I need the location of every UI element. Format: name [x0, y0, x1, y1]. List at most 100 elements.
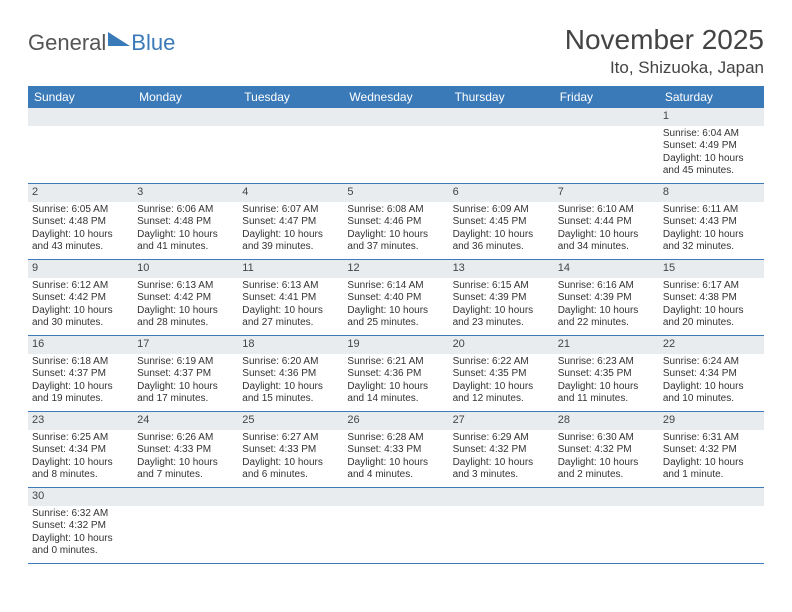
sunset-line: Sunset: 4:36 PM — [347, 368, 444, 381]
day-number: 3 — [133, 184, 238, 202]
day-number: 27 — [449, 412, 554, 430]
daylight-line: Daylight: 10 hours and 1 minute. — [663, 457, 760, 482]
calendar-cell — [554, 488, 659, 564]
sunset-line: Sunset: 4:46 PM — [347, 216, 444, 229]
daylight-line: Daylight: 10 hours and 22 minutes. — [558, 305, 655, 330]
sunset-line: Sunset: 4:32 PM — [663, 444, 760, 457]
daylight-line: Daylight: 10 hours and 34 minutes. — [558, 229, 655, 254]
dayname-saturday: Saturday — [659, 86, 764, 108]
sunset-line: Sunset: 4:34 PM — [32, 444, 129, 457]
day-details: Sunrise: 6:31 AMSunset: 4:32 PMDaylight:… — [659, 430, 764, 486]
calendar-cell — [238, 488, 343, 564]
calendar-cell: 15Sunrise: 6:17 AMSunset: 4:38 PMDayligh… — [659, 260, 764, 336]
sunrise-line: Sunrise: 6:17 AM — [663, 280, 760, 293]
calendar-cell: 6Sunrise: 6:09 AMSunset: 4:45 PMDaylight… — [449, 184, 554, 260]
sunrise-line: Sunrise: 6:16 AM — [558, 280, 655, 293]
calendar-cell: 28Sunrise: 6:30 AMSunset: 4:32 PMDayligh… — [554, 412, 659, 488]
calendar-cell — [343, 108, 448, 184]
calendar-cell — [238, 108, 343, 184]
day-number-empty — [343, 488, 448, 506]
sunrise-line: Sunrise: 6:21 AM — [347, 356, 444, 369]
dayname-thursday: Thursday — [449, 86, 554, 108]
day-number: 30 — [28, 488, 133, 506]
sunset-line: Sunset: 4:44 PM — [558, 216, 655, 229]
day-details: Sunrise: 6:21 AMSunset: 4:36 PMDaylight:… — [343, 354, 448, 410]
sunset-line: Sunset: 4:48 PM — [137, 216, 234, 229]
sunset-line: Sunset: 4:47 PM — [242, 216, 339, 229]
daylight-line: Daylight: 10 hours and 11 minutes. — [558, 381, 655, 406]
day-number: 28 — [554, 412, 659, 430]
daylight-line: Daylight: 10 hours and 37 minutes. — [347, 229, 444, 254]
calendar-cell: 11Sunrise: 6:13 AMSunset: 4:41 PMDayligh… — [238, 260, 343, 336]
sunrise-line: Sunrise: 6:28 AM — [347, 432, 444, 445]
day-number-empty — [238, 108, 343, 126]
day-number: 25 — [238, 412, 343, 430]
day-details: Sunrise: 6:32 AMSunset: 4:32 PMDaylight:… — [28, 506, 133, 562]
sunrise-line: Sunrise: 6:24 AM — [663, 356, 760, 369]
dayname-sunday: Sunday — [28, 86, 133, 108]
sunrise-line: Sunrise: 6:11 AM — [663, 204, 760, 217]
sunset-line: Sunset: 4:45 PM — [453, 216, 550, 229]
daylight-line: Daylight: 10 hours and 27 minutes. — [242, 305, 339, 330]
sunrise-line: Sunrise: 6:05 AM — [32, 204, 129, 217]
day-number: 22 — [659, 336, 764, 354]
sunrise-line: Sunrise: 6:15 AM — [453, 280, 550, 293]
day-details: Sunrise: 6:29 AMSunset: 4:32 PMDaylight:… — [449, 430, 554, 486]
day-number: 4 — [238, 184, 343, 202]
calendar-header-row: Sunday Monday Tuesday Wednesday Thursday… — [28, 86, 764, 108]
location-label: Ito, Shizuoka, Japan — [565, 58, 764, 78]
calendar-cell: 7 Sunrise: 6:10 AMSunset: 4:44 PMDaylight… — [554, 184, 659, 260]
sunset-line: Sunset: 4:32 PM — [453, 444, 550, 457]
calendar-cell: 29Sunrise: 6:31 AMSunset: 4:32 PMDayligh… — [659, 412, 764, 488]
day-number: 10 — [133, 260, 238, 278]
sunrise-line: Sunrise: 6:08 AM — [347, 204, 444, 217]
calendar-cell — [449, 108, 554, 184]
day-details: Sunrise: 6:12 AMSunset: 4:42 PMDaylight:… — [28, 278, 133, 334]
day-number: 1 — [659, 108, 764, 126]
day-number: 17 — [133, 336, 238, 354]
daylight-line: Daylight: 10 hours and 10 minutes. — [663, 381, 760, 406]
sunrise-line: Sunrise: 6:27 AM — [242, 432, 339, 445]
calendar-cell: 17Sunrise: 6:19 AMSunset: 4:37 PMDayligh… — [133, 336, 238, 412]
daylight-line: Daylight: 10 hours and 45 minutes. — [663, 153, 760, 178]
daylight-line: Daylight: 10 hours and 8 minutes. — [32, 457, 129, 482]
sunset-line: Sunset: 4:37 PM — [32, 368, 129, 381]
day-details: Sunrise: 6:17 AMSunset: 4:38 PMDaylight:… — [659, 278, 764, 334]
daylight-line: Daylight: 10 hours and 32 minutes. — [663, 229, 760, 254]
day-details: Sunrise: 6:22 AMSunset: 4:35 PMDaylight:… — [449, 354, 554, 410]
sunrise-line: Sunrise: 6:20 AM — [242, 356, 339, 369]
logo: General Blue — [28, 30, 175, 56]
sunrise-line: Sunrise: 6:04 AM — [663, 128, 760, 141]
daylight-line: Daylight: 10 hours and 12 minutes. — [453, 381, 550, 406]
day-number: 11 — [238, 260, 343, 278]
day-number-empty — [238, 488, 343, 506]
daylight-line: Daylight: 10 hours and 4 minutes. — [347, 457, 444, 482]
day-number-empty — [28, 108, 133, 126]
calendar-cell: 12Sunrise: 6:14 AMSunset: 4:40 PMDayligh… — [343, 260, 448, 336]
sunset-line: Sunset: 4:37 PM — [137, 368, 234, 381]
day-number: 7 — [554, 184, 659, 202]
logo-text-general: General — [28, 30, 106, 56]
calendar-cell: 20Sunrise: 6:22 AMSunset: 4:35 PMDayligh… — [449, 336, 554, 412]
logo-triangle-icon — [108, 32, 130, 46]
dayname-friday: Friday — [554, 86, 659, 108]
day-number: 20 — [449, 336, 554, 354]
day-details: Sunrise: 6:13 AMSunset: 4:41 PMDaylight:… — [238, 278, 343, 334]
calendar-cell — [659, 488, 764, 564]
daylight-line: Daylight: 10 hours and 25 minutes. — [347, 305, 444, 330]
daylight-line: Daylight: 10 hours and 3 minutes. — [453, 457, 550, 482]
day-number: 15 — [659, 260, 764, 278]
day-number: 2 — [28, 184, 133, 202]
calendar-cell: 8Sunrise: 6:11 AMSunset: 4:43 PMDaylight… — [659, 184, 764, 260]
sunset-line: Sunset: 4:33 PM — [347, 444, 444, 457]
calendar-cell: 3Sunrise: 6:06 AMSunset: 4:48 PMDaylight… — [133, 184, 238, 260]
sunrise-line: Sunrise: 6:10 AM — [558, 204, 655, 217]
daylight-line: Daylight: 10 hours and 23 minutes. — [453, 305, 550, 330]
daylight-line: Daylight: 10 hours and 41 minutes. — [137, 229, 234, 254]
day-details: Sunrise: 6:05 AMSunset: 4:48 PMDaylight:… — [28, 202, 133, 258]
day-details: Sunrise: 6:07 AMSunset: 4:47 PMDaylight:… — [238, 202, 343, 258]
day-details: Sunrise: 6:28 AMSunset: 4:33 PMDaylight:… — [343, 430, 448, 486]
calendar-cell: 27Sunrise: 6:29 AMSunset: 4:32 PMDayligh… — [449, 412, 554, 488]
calendar-cell: 25Sunrise: 6:27 AMSunset: 4:33 PMDayligh… — [238, 412, 343, 488]
day-number: 12 — [343, 260, 448, 278]
